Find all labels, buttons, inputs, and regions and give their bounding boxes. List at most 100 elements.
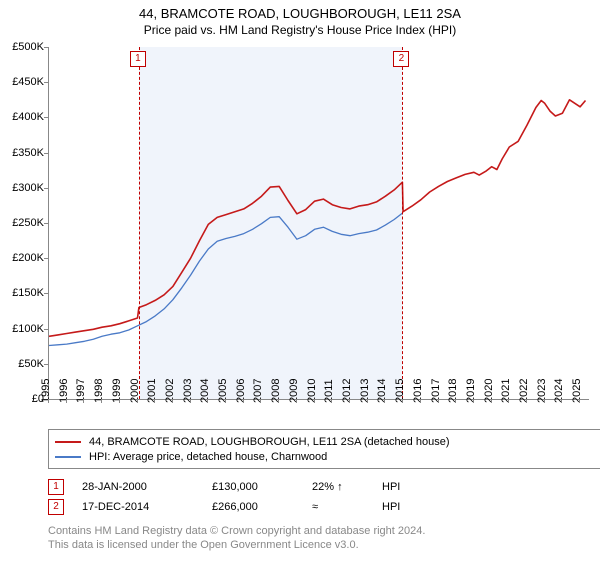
page-subtitle: Price paid vs. HM Land Registry's House … — [0, 23, 600, 37]
x-tick — [473, 399, 474, 403]
x-tick — [225, 399, 226, 403]
events-table: 128-JAN-2000£130,00022% ↑HPI217-DEC-2014… — [48, 477, 588, 517]
y-tick — [44, 364, 48, 365]
x-tick-label: 2011 — [323, 379, 335, 403]
event-suffix: HPI — [382, 501, 400, 513]
x-tick — [137, 399, 138, 403]
event-date: 28-JAN-2000 — [82, 481, 212, 493]
x-tick — [491, 399, 492, 403]
x-tick-label: 2024 — [553, 379, 565, 403]
y-tick — [44, 47, 48, 48]
series-line — [49, 100, 586, 336]
x-tick — [119, 399, 120, 403]
marker-box: 1 — [130, 51, 146, 67]
event-date: 17-DEC-2014 — [82, 501, 212, 513]
x-tick-label: 1997 — [75, 379, 87, 403]
x-tick-label: 2012 — [341, 379, 353, 403]
legend-item: HPI: Average price, detached house, Char… — [55, 449, 595, 464]
event-price: £130,000 — [212, 481, 312, 493]
y-tick-label: £400K — [4, 111, 44, 123]
x-tick — [579, 399, 580, 403]
footer-line: Contains HM Land Registry data © Crown c… — [48, 525, 588, 539]
event-marker: 2 — [48, 499, 64, 515]
x-tick — [420, 399, 421, 403]
event-marker: 1 — [48, 479, 64, 495]
x-tick-label: 2018 — [447, 379, 459, 403]
y-tick-label: £200K — [4, 252, 44, 264]
y-tick — [44, 329, 48, 330]
x-tick — [101, 399, 102, 403]
series-line — [49, 213, 402, 345]
y-tick-label: £150K — [4, 287, 44, 299]
y-tick-label: £500K — [4, 41, 44, 53]
x-tick-label: 2004 — [199, 379, 211, 403]
x-tick-label: 2015 — [394, 379, 406, 403]
x-tick — [66, 399, 67, 403]
x-tick — [243, 399, 244, 403]
event-price: £266,000 — [212, 501, 312, 513]
x-tick — [544, 399, 545, 403]
x-tick-label: 2006 — [235, 379, 247, 403]
event-row: 128-JAN-2000£130,00022% ↑HPI — [48, 477, 588, 497]
footer-line: This data is licensed under the Open Gov… — [48, 539, 588, 553]
x-tick-label: 2008 — [270, 379, 282, 403]
x-tick — [349, 399, 350, 403]
marker-line — [402, 47, 403, 399]
event-pct: ≈ — [312, 501, 382, 513]
chart: £0£50K£100K£150K£200K£250K£300K£350K£400… — [40, 47, 596, 423]
legend-item: 44, BRAMCOTE ROAD, LOUGHBOROUGH, LE11 2S… — [55, 434, 595, 449]
y-tick-label: £50K — [4, 358, 44, 370]
x-tick-label: 2019 — [465, 379, 477, 403]
x-tick-label: 2020 — [483, 379, 495, 403]
x-tick — [260, 399, 261, 403]
x-tick-label: 2017 — [430, 379, 442, 403]
x-tick-label: 2025 — [571, 379, 583, 403]
x-tick — [526, 399, 527, 403]
x-tick — [172, 399, 173, 403]
y-tick — [44, 188, 48, 189]
legend: 44, BRAMCOTE ROAD, LOUGHBOROUGH, LE11 2S… — [48, 429, 600, 469]
legend-swatch — [55, 456, 81, 458]
x-tick-label: 1999 — [111, 379, 123, 403]
y-tick-label: £450K — [4, 76, 44, 88]
page-title: 44, BRAMCOTE ROAD, LOUGHBOROUGH, LE11 2S… — [0, 6, 600, 21]
x-tick — [331, 399, 332, 403]
event-suffix: HPI — [382, 481, 400, 493]
x-tick-label: 2014 — [376, 379, 388, 403]
x-tick-label: 2007 — [252, 379, 264, 403]
y-tick — [44, 153, 48, 154]
x-tick — [154, 399, 155, 403]
marker-line — [139, 47, 140, 399]
x-tick — [314, 399, 315, 403]
x-tick — [561, 399, 562, 403]
x-tick — [438, 399, 439, 403]
y-tick-label: £300K — [4, 182, 44, 194]
x-tick-label: 2000 — [129, 379, 141, 403]
x-tick — [207, 399, 208, 403]
marker-box: 2 — [393, 51, 409, 67]
x-tick — [508, 399, 509, 403]
x-tick-label: 1998 — [93, 379, 105, 403]
series-svg — [49, 47, 589, 399]
x-tick — [83, 399, 84, 403]
y-tick-label: £350K — [4, 147, 44, 159]
x-tick-label: 1996 — [58, 379, 70, 403]
y-tick-label: £250K — [4, 217, 44, 229]
x-tick-label: 2001 — [146, 379, 158, 403]
y-tick — [44, 293, 48, 294]
plot-area — [48, 47, 589, 400]
x-tick-label: 2022 — [518, 379, 530, 403]
y-tick-label: £0 — [4, 393, 44, 405]
event-row: 2 17-DEC-2014£266,000≈HPI — [48, 497, 588, 517]
x-tick-label: 2009 — [288, 379, 300, 403]
x-tick — [296, 399, 297, 403]
x-tick — [48, 399, 49, 403]
x-tick-label: 2013 — [359, 379, 371, 403]
x-tick — [402, 399, 403, 403]
x-tick-label: 2021 — [500, 379, 512, 403]
x-tick-label: 1995 — [40, 379, 52, 403]
legend-label: 44, BRAMCOTE ROAD, LOUGHBOROUGH, LE11 2S… — [89, 436, 450, 448]
y-tick — [44, 117, 48, 118]
y-tick — [44, 223, 48, 224]
y-tick-label: £100K — [4, 323, 44, 335]
